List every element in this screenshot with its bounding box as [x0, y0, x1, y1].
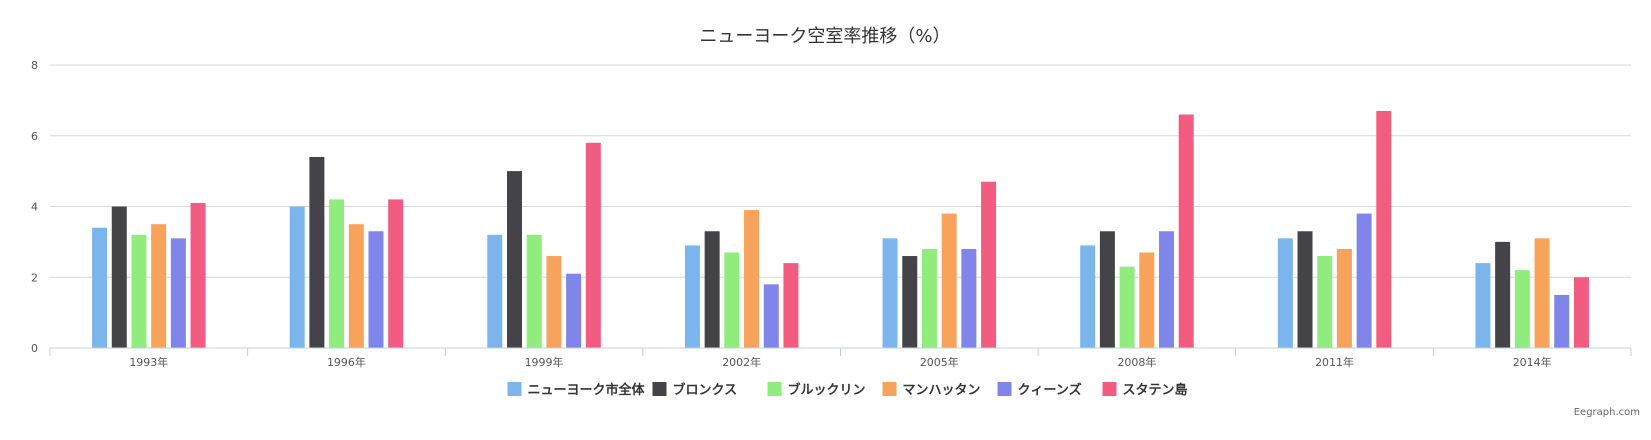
bar[interactable] [131, 234, 147, 348]
y-tick-label: 0 [31, 342, 38, 355]
bar[interactable] [507, 171, 523, 348]
y-tick-label: 2 [31, 271, 38, 284]
x-tick-label: 1999年 [525, 355, 564, 369]
legend-swatch [652, 382, 667, 396]
bar[interactable] [1317, 256, 1333, 348]
legend-label: ニューヨーク市全体 [528, 382, 646, 398]
bar[interactable] [1376, 110, 1392, 348]
legend-swatch [882, 382, 897, 396]
bar[interactable] [1139, 252, 1155, 348]
bar[interactable] [1514, 270, 1530, 348]
bar[interactable] [329, 199, 345, 348]
bar[interactable] [1099, 231, 1115, 348]
bar[interactable] [368, 231, 384, 348]
bar[interactable] [941, 213, 957, 348]
legend-item[interactable]: クィーンズ [997, 382, 1082, 398]
legend-swatch [1102, 382, 1117, 396]
bar[interactable] [763, 284, 779, 348]
legend-label: ブルックリン [788, 382, 866, 398]
x-tick-label: 2002年 [722, 355, 761, 369]
bar[interactable] [1554, 294, 1570, 348]
bar[interactable] [1356, 213, 1372, 348]
legend-swatch [767, 382, 782, 396]
legend-item[interactable]: ブロンクス [652, 382, 738, 398]
x-tick-label: 1996年 [327, 355, 366, 369]
x-tick-label: 2005年 [920, 355, 959, 369]
credit-text[interactable]: Eegraph.com [1574, 407, 1640, 418]
bar[interactable] [1158, 231, 1174, 348]
legend-item[interactable]: スタテン島 [1102, 382, 1188, 398]
x-axis: 1993年 1996年 1999年 2002年 2005年 2008年 2011年 2014年 [49, 347, 1632, 369]
bar[interactable] [585, 142, 601, 348]
bar[interactable] [388, 199, 404, 348]
bar[interactable] [151, 224, 167, 348]
x-tick-label: 2011年 [1315, 355, 1354, 369]
legend-label: スタテン島 [1123, 382, 1188, 398]
bar[interactable] [1080, 245, 1096, 348]
legend[interactable]: ニューヨーク市全体 ブロンクス ブルックリン マンハッタン クィーンズ スタテン島 [507, 382, 1188, 398]
legend-item[interactable]: ブルックリン [767, 382, 866, 398]
bar[interactable] [487, 234, 503, 348]
bar[interactable] [1297, 231, 1313, 348]
bar[interactable] [744, 210, 760, 348]
bar[interactable] [546, 256, 562, 348]
legend-item[interactable]: マンハッタン [882, 382, 981, 398]
bar[interactable] [704, 231, 720, 348]
bar[interactable] [348, 224, 364, 348]
bar[interactable] [1178, 114, 1194, 349]
legend-label: クィーンズ [1018, 382, 1082, 398]
legend-label: マンハッタン [903, 383, 981, 398]
x-tick-label: 1993年 [129, 355, 168, 369]
bar[interactable] [1495, 241, 1511, 348]
bar[interactable] [309, 156, 325, 348]
y-axis: 0 2 4 6 8 [31, 59, 38, 355]
bar[interactable] [1475, 263, 1491, 348]
x-tick-label: 2008年 [1117, 355, 1156, 369]
bar[interactable] [111, 206, 127, 349]
bars [92, 110, 1589, 349]
chart-title: ニューヨーク空室率推移（%） [699, 26, 950, 47]
bar[interactable] [783, 263, 799, 348]
bar[interactable] [92, 227, 108, 348]
bar[interactable] [981, 181, 997, 348]
x-tick-label: 2014年 [1513, 355, 1552, 369]
bar[interactable] [1573, 277, 1589, 348]
bar[interactable] [961, 248, 977, 348]
legend-label: ブロンクス [673, 382, 738, 398]
bar[interactable] [1534, 238, 1550, 348]
y-tick-label: 8 [31, 59, 38, 72]
bar[interactable] [1336, 248, 1352, 348]
bar[interactable] [526, 234, 542, 348]
bar[interactable] [902, 256, 918, 348]
bar[interactable] [1277, 238, 1293, 348]
bar[interactable] [566, 273, 582, 348]
y-tick-label: 6 [31, 130, 38, 143]
bar[interactable] [882, 238, 898, 348]
gridlines [50, 64, 1631, 278]
legend-swatch [507, 382, 522, 396]
bar[interactable] [724, 252, 740, 348]
bar[interactable] [684, 245, 700, 348]
bar[interactable] [190, 202, 206, 348]
legend-swatch [997, 382, 1012, 396]
legend-item[interactable]: ニューヨーク市全体 [507, 382, 646, 398]
bar[interactable] [289, 206, 305, 349]
y-tick-label: 4 [31, 201, 38, 214]
bar[interactable] [1119, 266, 1135, 348]
bar[interactable] [921, 248, 937, 348]
bar[interactable] [170, 238, 186, 348]
